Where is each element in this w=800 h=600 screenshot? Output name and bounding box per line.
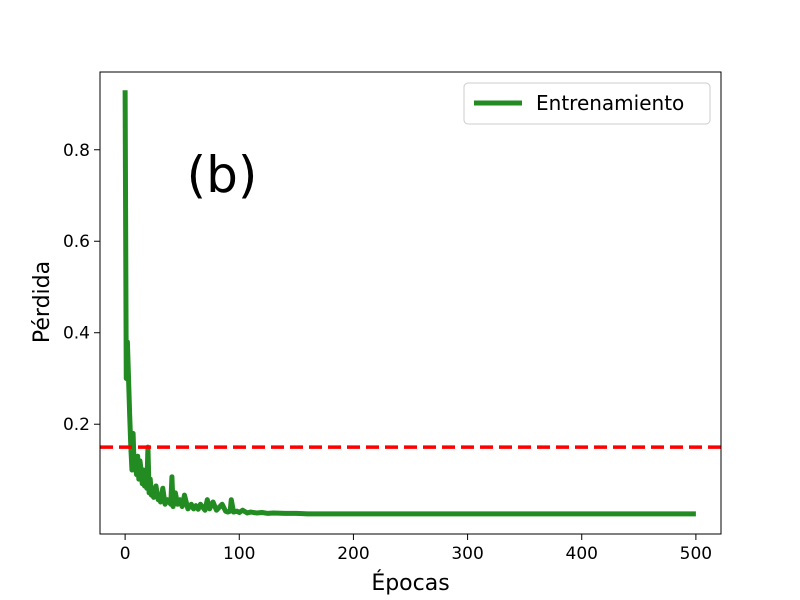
series-line-entrenamiento [122, 90, 696, 517]
x-axis-label: Épocas [371, 570, 449, 596]
y-tick-label: 0.4 [63, 324, 90, 344]
legend-box [463, 82, 711, 125]
plot-area [100, 90, 721, 517]
legend-label-entrenamiento: Entrenamiento [536, 91, 684, 115]
x-tick-label: 0 [120, 544, 131, 564]
y-tick-label: 0.2 [63, 415, 90, 435]
panel-label: (b) [187, 146, 258, 204]
x-tick-label: 100 [223, 544, 255, 564]
axis-ticks: 0 100 200 300 400 500 0.2 0.4 0.6 0.8 [63, 141, 712, 564]
y-tick-label: 0.8 [63, 141, 90, 161]
y-tick-label: 0.6 [63, 232, 90, 252]
x-tick-label: 300 [451, 544, 483, 564]
plot-frame [99, 71, 722, 535]
y-axis-label: Pérdida [30, 261, 55, 343]
x-tick-label: 400 [566, 544, 598, 564]
x-tick-label: 200 [337, 544, 369, 564]
legend: Entrenamiento [463, 82, 711, 125]
x-tick-label: 500 [680, 544, 712, 564]
